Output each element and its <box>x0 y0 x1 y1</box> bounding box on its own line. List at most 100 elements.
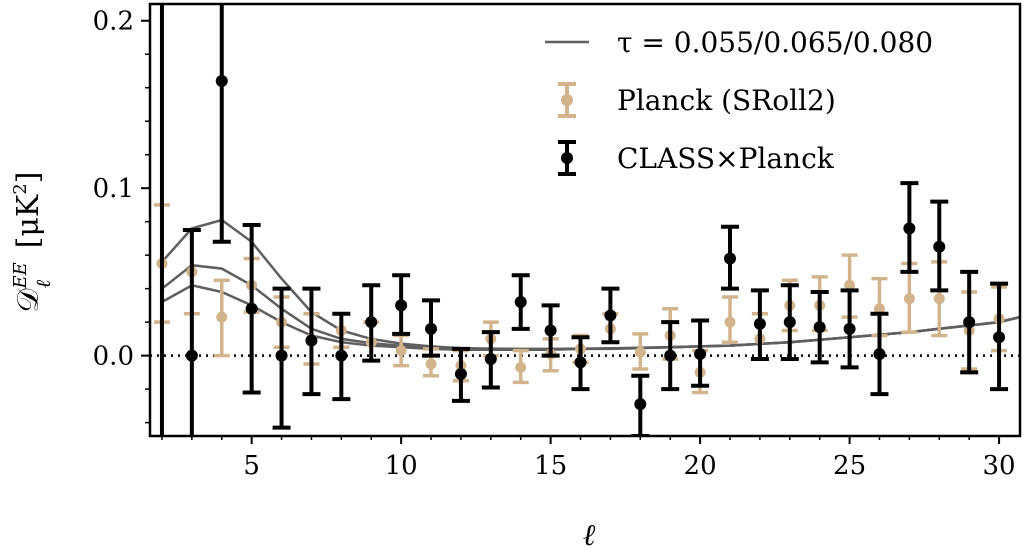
legend-label-1: Planck (SRoll2) <box>617 84 836 117</box>
data-point <box>484 352 497 365</box>
planck-point-14 <box>512 348 529 385</box>
data-point <box>275 349 288 362</box>
plot-area: 5 10 15 20 25 30 0.0 0.1 0.2 <box>93 2 1022 481</box>
legend-item-2: CLASS×Planck <box>558 140 835 176</box>
class-point-4 <box>212 4 231 244</box>
class-point-18 <box>631 373 650 436</box>
data-point <box>933 293 945 305</box>
class-point-21 <box>721 224 739 291</box>
data-point <box>903 222 916 235</box>
data-point <box>425 322 438 335</box>
planck-point-10 <box>393 333 410 368</box>
data-point <box>963 316 976 329</box>
class-point-25 <box>840 288 859 370</box>
data-point <box>753 317 766 330</box>
class-point-22 <box>750 288 769 361</box>
y-tick-label-2: 0.2 <box>93 7 134 37</box>
class-point-12 <box>451 346 470 403</box>
class-point-26 <box>870 311 889 397</box>
data-point <box>604 309 617 322</box>
x-tick-label-25: 25 <box>833 451 866 481</box>
class-point-9 <box>362 283 381 363</box>
x-tick-label-20: 20 <box>684 451 717 481</box>
data-point <box>245 302 258 315</box>
class-point-15 <box>541 303 560 358</box>
ylabel-units-close: ] <box>11 172 46 184</box>
class-point-29 <box>960 269 979 375</box>
svg-text:𝒟EEℓ [μK2]: 𝒟EEℓ [μK2] <box>10 172 55 313</box>
legend-swatch-point <box>561 152 573 164</box>
data-point <box>664 349 677 362</box>
model-curve-1 <box>161 263 1020 351</box>
legend-item-1: Planck (SRoll2) <box>558 82 836 118</box>
planck-point-4 <box>213 278 230 358</box>
y-axis-label: 𝒟EEℓ [μK2] <box>10 172 55 313</box>
class-point-19 <box>661 320 680 392</box>
class-point-3 <box>182 228 201 436</box>
data-point <box>634 346 646 358</box>
x-tick-label-15: 15 <box>534 451 567 481</box>
data-point <box>844 279 856 291</box>
legend-swatch-point <box>561 94 573 106</box>
data-point <box>454 368 467 381</box>
data-point <box>514 296 527 309</box>
class-point-20 <box>691 318 710 388</box>
ylabel-units-sup: 2 <box>10 183 31 194</box>
class-point-13 <box>481 330 500 390</box>
class-point-16 <box>571 335 590 392</box>
ylabel-sup: EE <box>10 262 31 289</box>
legend-label-0: τ = 0.055/0.065/0.080 <box>617 26 933 59</box>
data-point <box>216 311 228 323</box>
class-point-23 <box>780 283 799 361</box>
data-point <box>903 293 915 305</box>
ylabel-main: 𝒟 <box>11 288 46 312</box>
class-point-10 <box>392 273 411 336</box>
x-tick-label-5: 5 <box>243 451 260 481</box>
data-point <box>335 349 348 362</box>
data-point <box>694 347 707 360</box>
legend-item-0: τ = 0.055/0.065/0.080 <box>545 26 933 59</box>
data-point <box>873 303 885 315</box>
data-point <box>215 75 228 88</box>
class-point-17 <box>601 286 620 345</box>
x-tick-label-30: 30 <box>983 451 1016 481</box>
data-point <box>993 331 1006 344</box>
class-point-24 <box>810 290 829 365</box>
data-point <box>783 316 796 329</box>
y-tick-label-1: 0.1 <box>93 174 134 204</box>
class-point-8 <box>332 311 351 402</box>
data-point <box>365 316 378 329</box>
class-point-5 <box>242 223 261 395</box>
data-point <box>305 334 318 347</box>
data-point <box>873 347 886 360</box>
data-point <box>724 316 736 328</box>
y-tick-label-0: 0.0 <box>93 342 134 372</box>
class-point-7 <box>302 286 321 397</box>
data-point <box>574 356 587 369</box>
data-point <box>395 345 407 357</box>
class-point-27 <box>900 181 919 274</box>
planck-point-21 <box>722 295 738 344</box>
class-point-30 <box>990 281 1009 392</box>
data-point <box>395 299 408 312</box>
data-point <box>634 398 647 411</box>
data-point <box>933 240 946 253</box>
legend: τ = 0.055/0.065/0.080 Planck (SRoll2) CLAS… <box>545 26 933 176</box>
class-point-6 <box>272 286 291 430</box>
data-point <box>425 358 437 370</box>
ylabel-units: [μK <box>11 194 46 248</box>
class-point-14 <box>511 273 530 331</box>
data-point <box>515 361 527 373</box>
model-curve-2 <box>161 218 1020 351</box>
class-point-11 <box>422 298 441 358</box>
class-point-2 <box>159 4 164 436</box>
model-curve-0 <box>161 283 1020 352</box>
data-point <box>185 349 198 362</box>
legend-label-2: CLASS×Planck <box>617 142 835 175</box>
plot-inner <box>150 4 1020 436</box>
x-axis-label: ℓ <box>583 518 596 553</box>
ylabel-sub: ℓ <box>31 279 55 288</box>
class-point-28 <box>930 199 949 293</box>
data-point <box>813 321 826 334</box>
